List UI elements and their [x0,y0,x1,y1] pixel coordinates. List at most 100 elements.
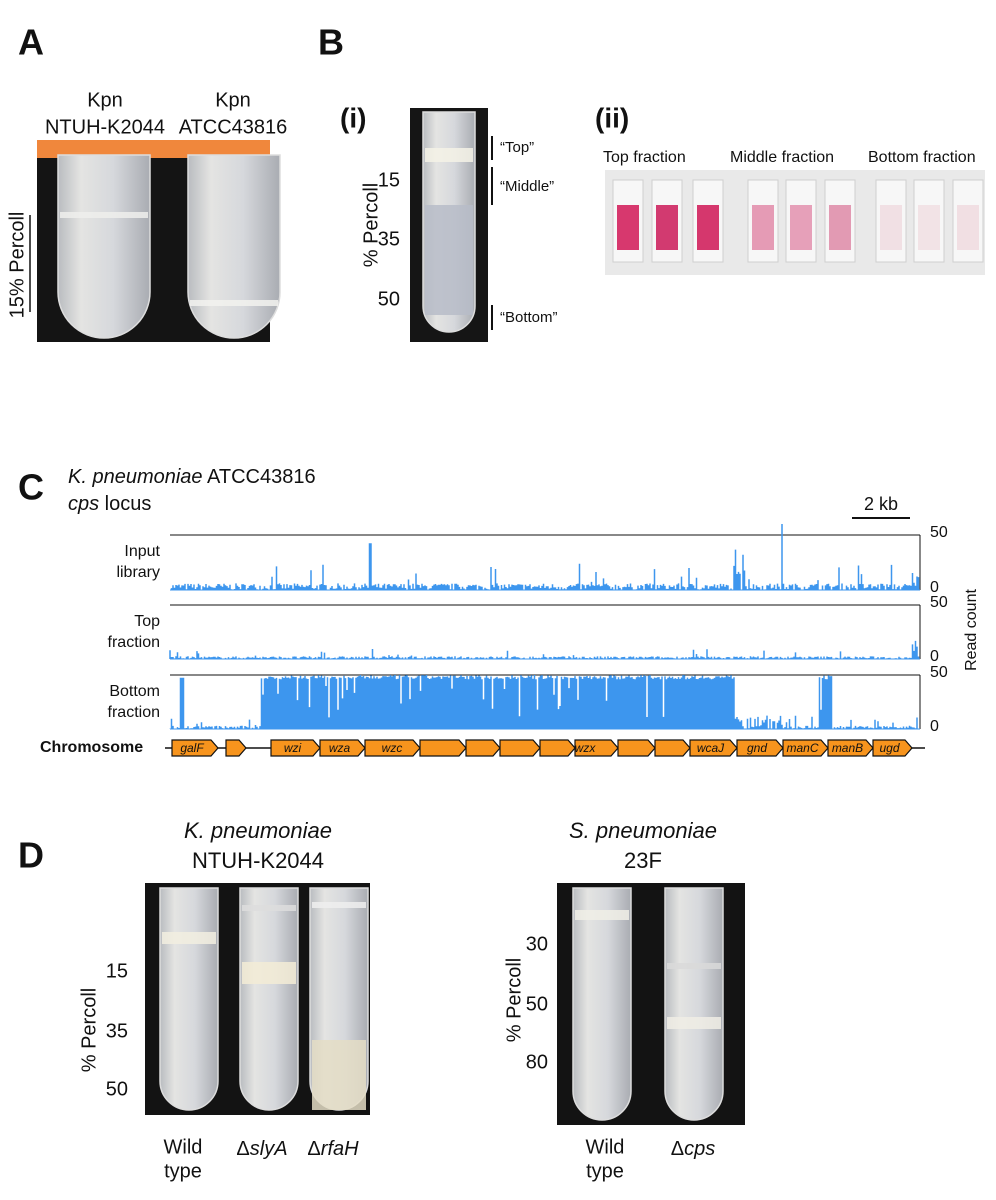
gene-label: wzi [284,741,302,755]
delta: Δ [671,1138,684,1160]
title: cps locus [68,493,151,515]
title-italic: cps [68,493,99,515]
panel-label: D [18,835,44,876]
band [312,1040,366,1110]
tick-label: 15 [106,960,128,982]
gene-label: wzx [575,741,597,755]
gene [617,739,656,757]
tube [159,887,219,1111]
gene [364,739,421,757]
title: NTUH-K2044 [192,848,324,873]
tick-label: 50 [106,1078,128,1100]
coverage [170,524,920,590]
track-label: Top [134,613,160,630]
tick-label: 0 [930,579,939,596]
cuvette-liquid [918,205,940,250]
band [242,905,296,911]
gene [689,739,738,757]
fraction-label: Bottom fraction [868,149,976,166]
tick-label: 35 [378,228,400,250]
track-label: Input [124,543,160,560]
gene-label: galF [180,741,204,755]
strain-label: Δcps [671,1138,715,1160]
cuvette-liquid [829,205,851,250]
band [667,963,721,969]
gene [654,739,691,757]
gene [419,739,467,757]
panel-label: B [318,22,344,63]
axis-label: % Percoll [78,988,100,1072]
gene-name: slyA [250,1138,288,1160]
gene [827,739,874,757]
strain-label: type [586,1160,624,1182]
band [425,148,473,162]
tube-label: NTUH-K2044 [45,116,165,138]
scale-label: 2 kb [864,494,898,514]
gene [270,739,321,757]
gene-label: manB [832,741,863,755]
tick-label: 35 [106,1020,128,1042]
chromosome-label: Chromosome [40,739,143,756]
gene [499,739,541,757]
axis-label: % Percoll [360,183,382,267]
track-label: library [116,564,160,581]
gene-label: gnd [747,741,767,755]
tick-label: 50 [930,594,948,611]
title: K. pneumoniae [184,818,332,843]
tick-label: 50 [930,524,948,541]
cuvette-liquid [790,205,812,250]
band [575,910,629,920]
cuvette-liquid [697,205,719,250]
tick-label: 80 [526,1051,548,1073]
gene-label: ugd [879,741,899,755]
title-italic: K. pneumoniae [68,466,203,488]
gene-name: cps [684,1138,715,1160]
tick-label: 50 [930,664,948,681]
gene [225,739,247,757]
band [312,902,366,908]
band [60,212,148,218]
fraction-label: “Top” [500,139,534,156]
cuvette-liquid [880,205,902,250]
tube-label: Kpn [215,89,251,111]
coverage [169,640,920,659]
coverage [169,675,920,729]
photo-strip [37,140,270,158]
gene-name: rfaH [321,1138,359,1160]
strain-label: type [164,1160,202,1182]
delta: Δ [307,1138,320,1160]
axis-label: 15% Percoll [6,212,28,319]
axis-label: % Percoll [503,958,525,1042]
tick-label: 50 [378,288,400,310]
title-rest: ATCC43816 [203,466,316,488]
fraction-label: Middle fraction [730,149,834,166]
gene [872,739,913,757]
panel-label: C [18,467,44,508]
band [667,1017,721,1029]
strain-label: ΔslyA [236,1138,287,1160]
tube [239,887,299,1111]
track-label: fraction [108,704,160,721]
tick-label: 0 [930,648,939,665]
gene-label: wza [329,741,351,755]
title: K. pneumoniae ATCC43816 [68,466,316,488]
band [162,932,216,944]
strain-label: Wild [586,1136,625,1158]
cuvette-liquid [957,205,979,250]
tick-label: 50 [526,993,548,1015]
panel-label: A [18,22,44,63]
gene [736,739,784,757]
sub-label: (ii) [595,102,629,133]
gene [465,739,501,757]
gene [319,739,366,757]
gene [574,739,619,757]
tube [57,154,151,339]
tube [187,154,281,339]
tick-label: 0 [930,718,939,735]
gene-label: wzc [382,741,403,755]
axis-label: Read count [963,589,980,671]
strain-label: ΔrfaH [307,1138,359,1160]
band [425,205,473,315]
tick-label: 15 [378,169,400,191]
